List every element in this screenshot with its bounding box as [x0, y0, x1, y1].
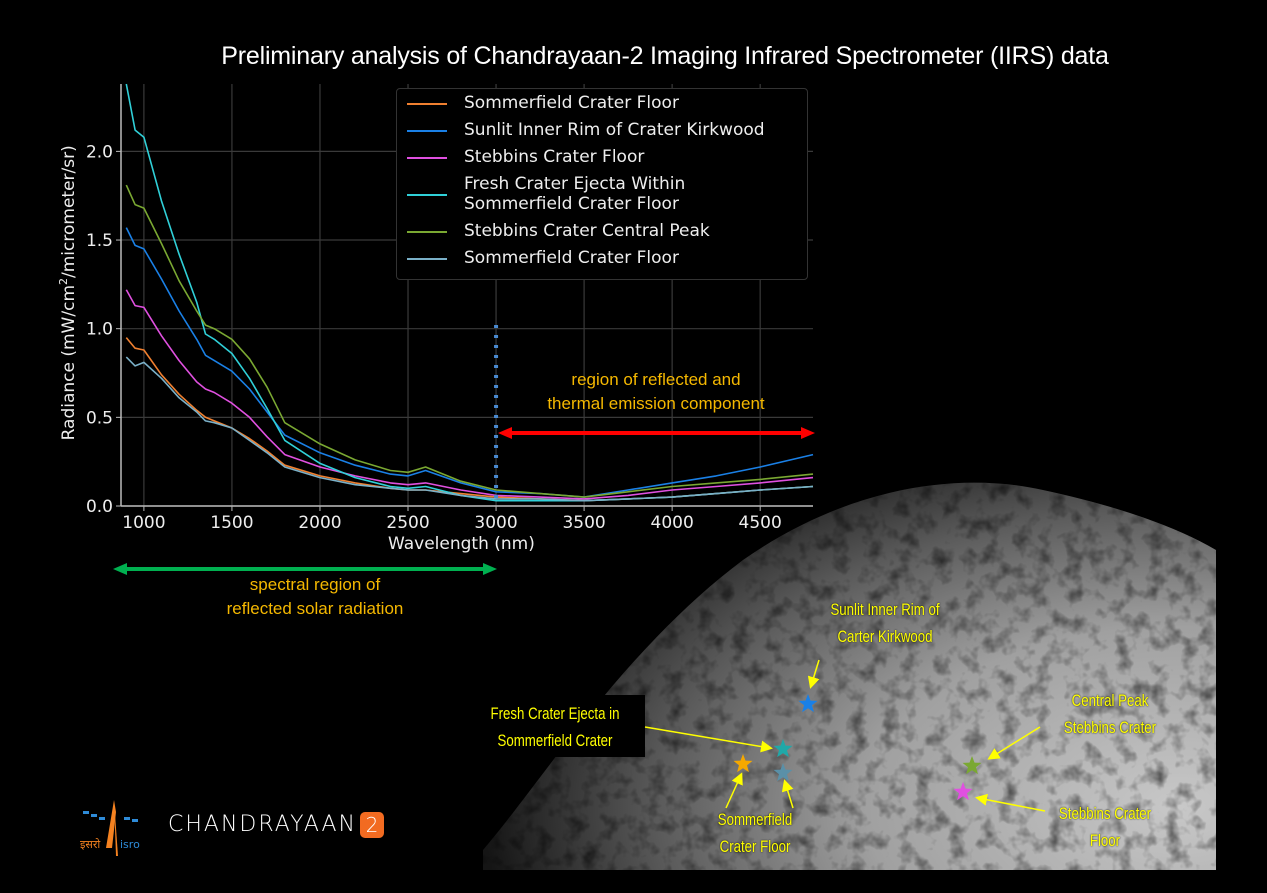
- x-tick-label: 1000: [122, 513, 165, 533]
- moon-surface-image: [483, 482, 1216, 870]
- legend-item: Sommerfield Crater Floor: [407, 93, 807, 113]
- x-tick-label: 2500: [386, 513, 429, 533]
- series-line: [125, 227, 814, 498]
- y-tick-label: 0.0: [86, 497, 113, 517]
- x-tick-label: 1500: [210, 513, 253, 533]
- kirkwood-pointer-arrow: [807, 659, 820, 689]
- svg-text:इसरो: इसरो: [80, 838, 100, 851]
- peak-pointer-arrow: [987, 726, 1041, 760]
- x-tick-label: 2000: [298, 513, 341, 533]
- legend-label: Fresh Crater Ejecta Within Sommerfield Cr…: [464, 174, 686, 214]
- thermal-region-annotation: region of reflected and thermal emission…: [547, 370, 765, 413]
- legend-label: Stebbins Crater Central Peak: [464, 221, 710, 241]
- x-axis-label: Wavelength (nm): [388, 534, 535, 554]
- isro-logo-icon: इसरो isro: [80, 800, 140, 856]
- series-line: [125, 289, 814, 500]
- legend-label: Sommerfield Crater Floor: [464, 93, 679, 113]
- legend-label: Sunlit Inner Rim of Crater Kirkwood: [464, 120, 765, 140]
- legend-swatch-icon: [407, 157, 447, 159]
- y-tick-label: 1.0: [86, 320, 113, 340]
- label-ejecta: Fresh Crater Ejecta in Sommerfield Crater: [490, 704, 620, 750]
- legend-item: Sommerfield Crater Floor: [407, 248, 807, 268]
- ejecta-label-box: [463, 695, 645, 757]
- sommerfield2-pointer-arrow: [781, 779, 794, 809]
- label-stebbins-floor: Stebbins Crater Floor: [1058, 804, 1152, 850]
- y-tick-label: 1.5: [86, 231, 113, 251]
- peak-star-icon: [962, 756, 982, 775]
- series-line: [125, 356, 814, 502]
- kirkwood-star-icon: [798, 694, 818, 713]
- x-tick-label: 3000: [474, 513, 517, 533]
- legend-item: Sunlit Inner Rim of Crater Kirkwood: [407, 120, 807, 140]
- stebbins-pointer-arrow: [975, 793, 1046, 812]
- sommerfield-star-icon: [733, 754, 753, 773]
- legend-swatch-icon: [407, 231, 447, 233]
- ejecta-star-icon: [773, 739, 793, 758]
- label-kirkwood: Sunlit Inner Rim of Carter Kirkwood: [830, 600, 940, 646]
- x-tick-label: 4500: [739, 513, 782, 533]
- x-tick-label: 3500: [562, 513, 605, 533]
- solar-region-annotation: spectral region of reflected solar radia…: [226, 575, 404, 618]
- legend-swatch-icon: [407, 103, 447, 105]
- stebbins-star-icon: [953, 782, 973, 801]
- chandrayaan-logo: CHANDRAYAAN 2: [168, 812, 384, 838]
- legend-swatch-icon: [407, 130, 447, 132]
- figure-title: Preliminary analysis of Chandrayaan-2 Im…: [221, 42, 1109, 70]
- series-line: [125, 184, 814, 498]
- legend-label: Stebbins Crater Floor: [464, 147, 645, 167]
- ejecta-pointer-arrow: [644, 726, 773, 753]
- legend-swatch-icon: [407, 194, 447, 196]
- label-central-peak: Central Peak Stebbins Crater: [1063, 691, 1157, 737]
- legend-swatch-icon: [407, 258, 447, 260]
- y-tick-label: 0.5: [86, 408, 113, 428]
- sommerfield-pointer-arrow: [725, 772, 743, 809]
- chart-legend: Sommerfield Crater Floor Sunlit Inner Rim…: [396, 88, 808, 280]
- y-tick-label: 2.0: [86, 142, 113, 162]
- svg-text:isro: isro: [120, 838, 140, 851]
- x-tick-label: 4000: [651, 513, 694, 533]
- legend-item: Stebbins Crater Central Peak: [407, 221, 807, 241]
- legend-item: Fresh Crater Ejecta Within Sommerfield Cr…: [407, 174, 807, 214]
- sommerfield2-star-icon: [773, 763, 793, 782]
- legend-item: Stebbins Crater Floor: [407, 147, 807, 167]
- legend-label: Sommerfield Crater Floor: [464, 248, 679, 268]
- label-sommerfield-floor: Sommerfield Crater Floor: [717, 810, 793, 856]
